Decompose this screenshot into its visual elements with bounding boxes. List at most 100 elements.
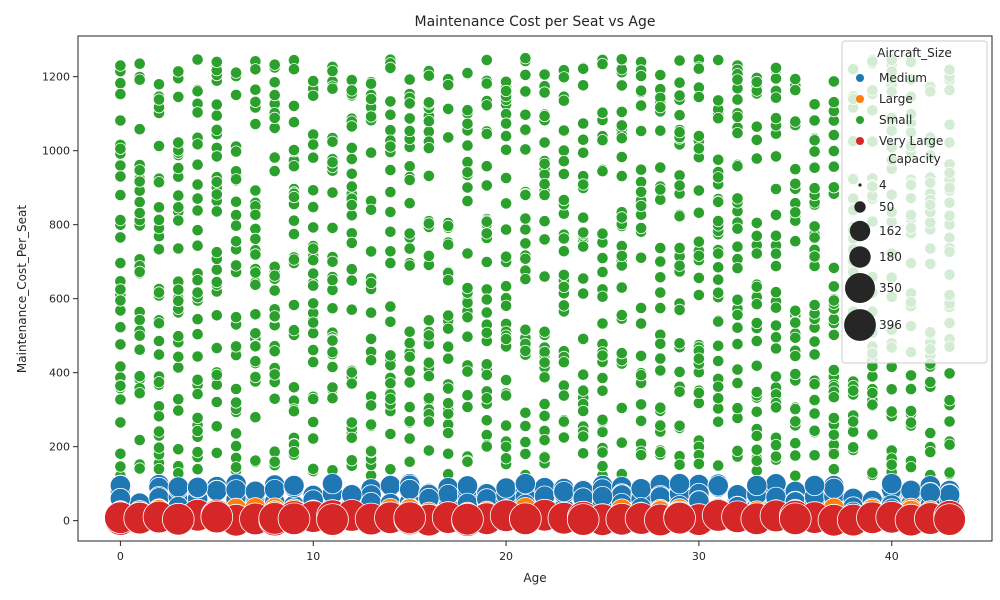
data-point <box>538 397 551 411</box>
data-point <box>307 254 320 267</box>
data-point <box>442 382 455 395</box>
data-point <box>307 297 320 310</box>
data-point <box>769 150 783 163</box>
data-point <box>422 370 435 383</box>
data-point <box>307 343 320 357</box>
data-point <box>307 242 320 255</box>
data-point <box>789 402 802 416</box>
data-point <box>615 79 628 92</box>
data-point <box>152 243 166 256</box>
data-point <box>808 98 821 111</box>
data-point <box>287 99 301 113</box>
data-point <box>307 279 320 292</box>
data-point <box>345 74 358 87</box>
data-point <box>789 331 802 344</box>
data-point <box>557 193 571 207</box>
data-point <box>778 502 812 536</box>
data-point <box>673 210 686 223</box>
data-point <box>326 302 339 315</box>
y-tick-label: 800 <box>49 219 70 232</box>
data-point <box>769 342 783 355</box>
data-point <box>654 364 667 377</box>
data-point <box>307 151 320 164</box>
data-point <box>133 329 146 342</box>
data-point <box>750 229 763 242</box>
data-point <box>384 164 397 177</box>
legend-item-label: Very Large <box>879 134 943 148</box>
data-point <box>191 158 204 171</box>
data-point <box>442 102 455 116</box>
data-point <box>191 463 204 476</box>
data-point <box>364 399 378 412</box>
data-point <box>442 238 455 251</box>
data-point <box>634 448 648 462</box>
data-point <box>172 136 185 149</box>
data-point <box>808 449 821 462</box>
data-point <box>615 308 628 322</box>
data-point <box>114 416 127 429</box>
data-point <box>210 341 223 355</box>
data-point <box>287 160 301 173</box>
data-point <box>499 440 513 453</box>
data-point <box>191 204 204 217</box>
data-point <box>384 377 397 390</box>
legend-size-marker <box>849 246 871 268</box>
data-point <box>307 138 320 151</box>
data-point <box>673 303 686 316</box>
data-point <box>364 203 378 216</box>
data-point <box>480 326 493 339</box>
data-point <box>499 280 513 293</box>
data-point <box>731 222 744 235</box>
data-point <box>577 240 590 253</box>
data-point <box>596 413 609 426</box>
data-point <box>307 221 320 234</box>
data-point <box>461 117 474 130</box>
data-point <box>750 334 763 348</box>
data-point <box>769 229 783 242</box>
data-point <box>673 259 686 272</box>
data-point <box>712 354 725 368</box>
data-point <box>746 474 768 497</box>
data-point <box>152 286 166 299</box>
data-point <box>499 419 513 432</box>
data-point <box>191 350 204 363</box>
data-point <box>422 217 435 230</box>
data-point <box>712 315 725 328</box>
data-point <box>461 389 474 402</box>
data-point <box>769 438 783 452</box>
data-point <box>692 129 706 143</box>
data-point <box>692 386 706 399</box>
data-point <box>519 68 532 82</box>
data-point <box>422 142 435 155</box>
data-point <box>885 383 898 396</box>
data-point <box>384 95 397 108</box>
data-point <box>442 397 455 410</box>
data-point <box>162 502 195 536</box>
data-point <box>808 145 821 158</box>
data-point <box>943 367 956 380</box>
data-point <box>553 480 575 503</box>
data-point <box>191 387 204 401</box>
data-point <box>900 479 922 501</box>
data-point <box>345 303 358 316</box>
data-point <box>384 124 397 137</box>
data-point <box>538 233 551 246</box>
data-point <box>152 334 166 348</box>
data-point <box>403 227 416 240</box>
data-point <box>249 370 262 384</box>
data-point <box>345 120 358 133</box>
data-point <box>249 278 262 291</box>
data-point <box>499 373 513 387</box>
data-point <box>307 327 320 340</box>
data-point <box>654 255 667 268</box>
data-point <box>577 62 590 75</box>
data-point <box>596 446 609 459</box>
data-point <box>712 94 725 107</box>
data-point <box>191 328 204 341</box>
data-point <box>133 343 146 356</box>
data-point <box>712 273 725 286</box>
data-point <box>827 328 841 341</box>
data-point <box>364 418 378 431</box>
data-point <box>866 466 879 479</box>
data-point <box>519 237 532 250</box>
